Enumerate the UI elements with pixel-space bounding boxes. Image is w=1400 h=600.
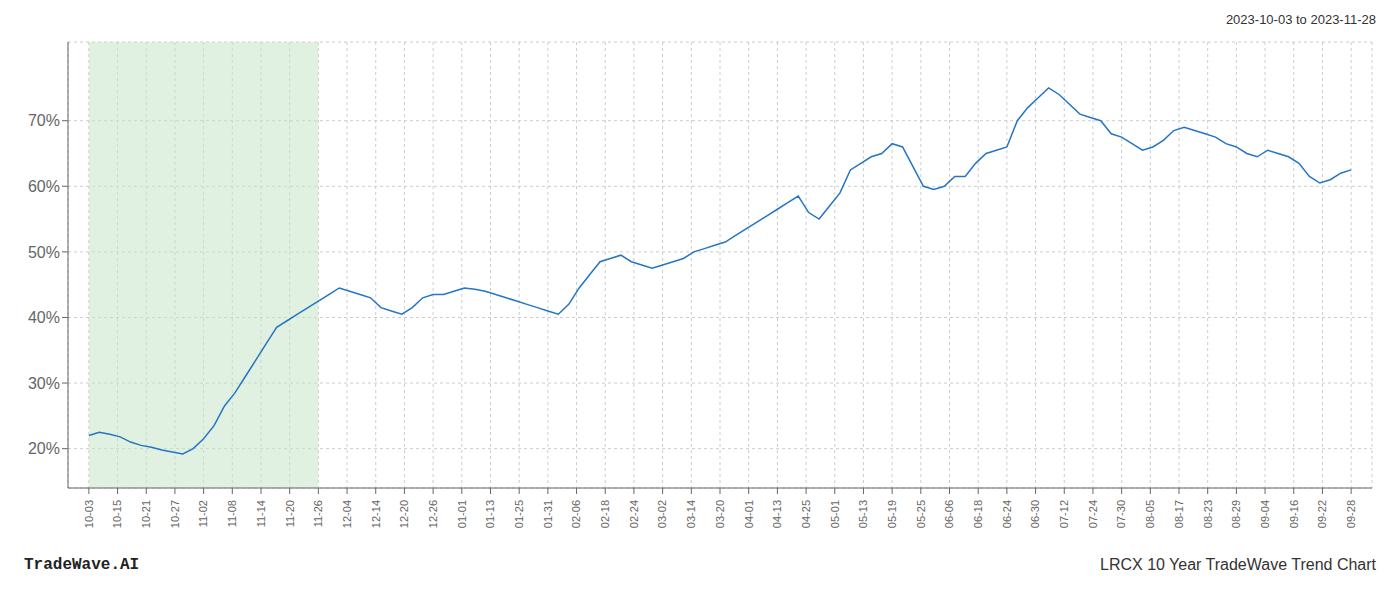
svg-text:05-25: 05-25 [915, 500, 927, 528]
svg-text:07-24: 07-24 [1087, 500, 1099, 528]
svg-text:09-28: 09-28 [1345, 500, 1357, 528]
svg-text:11-26: 11-26 [312, 500, 324, 527]
svg-text:60%: 60% [28, 178, 60, 195]
svg-text:05-01: 05-01 [829, 500, 841, 528]
svg-text:07-30: 07-30 [1115, 500, 1127, 528]
svg-text:07-12: 07-12 [1058, 500, 1070, 528]
svg-text:03-02: 03-02 [656, 500, 668, 528]
svg-text:01-31: 01-31 [542, 500, 554, 528]
svg-text:50%: 50% [28, 244, 60, 261]
svg-text:11-08: 11-08 [226, 500, 238, 527]
svg-text:01-13: 01-13 [484, 500, 496, 528]
svg-text:01-25: 01-25 [513, 500, 525, 528]
html-text:2023-10-03 to 2023-11-28: 2023-10-03 to 2023-11-28 [1225, 12, 1376, 27]
html-text:LRCX 10 Year TradeWave Trend C: LRCX 10 Year TradeWave Trend Chart [1100, 556, 1376, 573]
svg-text:10-27: 10-27 [169, 500, 181, 528]
svg-text:02-24: 02-24 [628, 500, 640, 528]
svg-text:02-18: 02-18 [599, 500, 611, 528]
svg-text:06-06: 06-06 [943, 500, 955, 528]
svg-text:40%: 40% [28, 309, 60, 326]
svg-text:11-20: 11-20 [284, 500, 296, 527]
svg-text:09-16: 09-16 [1288, 500, 1300, 528]
svg-text:06-30: 06-30 [1029, 500, 1041, 528]
svg-text:09-22: 09-22 [1316, 500, 1328, 528]
svg-text:04-13: 04-13 [771, 500, 783, 528]
svg-text:06-18: 06-18 [972, 500, 984, 528]
svg-text:08-17: 08-17 [1173, 500, 1185, 528]
svg-text:10-03: 10-03 [83, 500, 95, 528]
svg-text:05-19: 05-19 [886, 500, 898, 528]
svg-text:08-23: 08-23 [1202, 500, 1214, 528]
svg-text:08-29: 08-29 [1230, 500, 1242, 528]
svg-text:02-06: 02-06 [570, 500, 582, 528]
svg-text:06-24: 06-24 [1001, 500, 1013, 528]
html-text:TradeWave.AI: TradeWave.AI [24, 556, 140, 574]
svg-text:03-20: 03-20 [714, 500, 726, 528]
svg-text:11-14: 11-14 [255, 500, 267, 527]
svg-text:04-25: 04-25 [800, 500, 812, 528]
svg-text:08-05: 08-05 [1144, 500, 1156, 528]
svg-text:12-14: 12-14 [370, 500, 382, 528]
svg-text:10-21: 10-21 [140, 500, 152, 528]
svg-text:04-01: 04-01 [743, 500, 755, 528]
svg-text:12-26: 12-26 [427, 500, 439, 528]
svg-text:30%: 30% [28, 375, 60, 392]
svg-text:09-04: 09-04 [1259, 500, 1271, 528]
svg-text:12-04: 12-04 [341, 500, 353, 528]
svg-text:03-14: 03-14 [685, 500, 697, 528]
svg-text:11-02: 11-02 [197, 500, 209, 527]
svg-text:10-15: 10-15 [111, 500, 123, 528]
svg-text:20%: 20% [28, 440, 60, 457]
svg-text:05-13: 05-13 [857, 500, 869, 528]
svg-text:01-01: 01-01 [456, 500, 468, 528]
svg-text:12-20: 12-20 [398, 500, 410, 528]
svg-text:70%: 70% [28, 112, 60, 129]
